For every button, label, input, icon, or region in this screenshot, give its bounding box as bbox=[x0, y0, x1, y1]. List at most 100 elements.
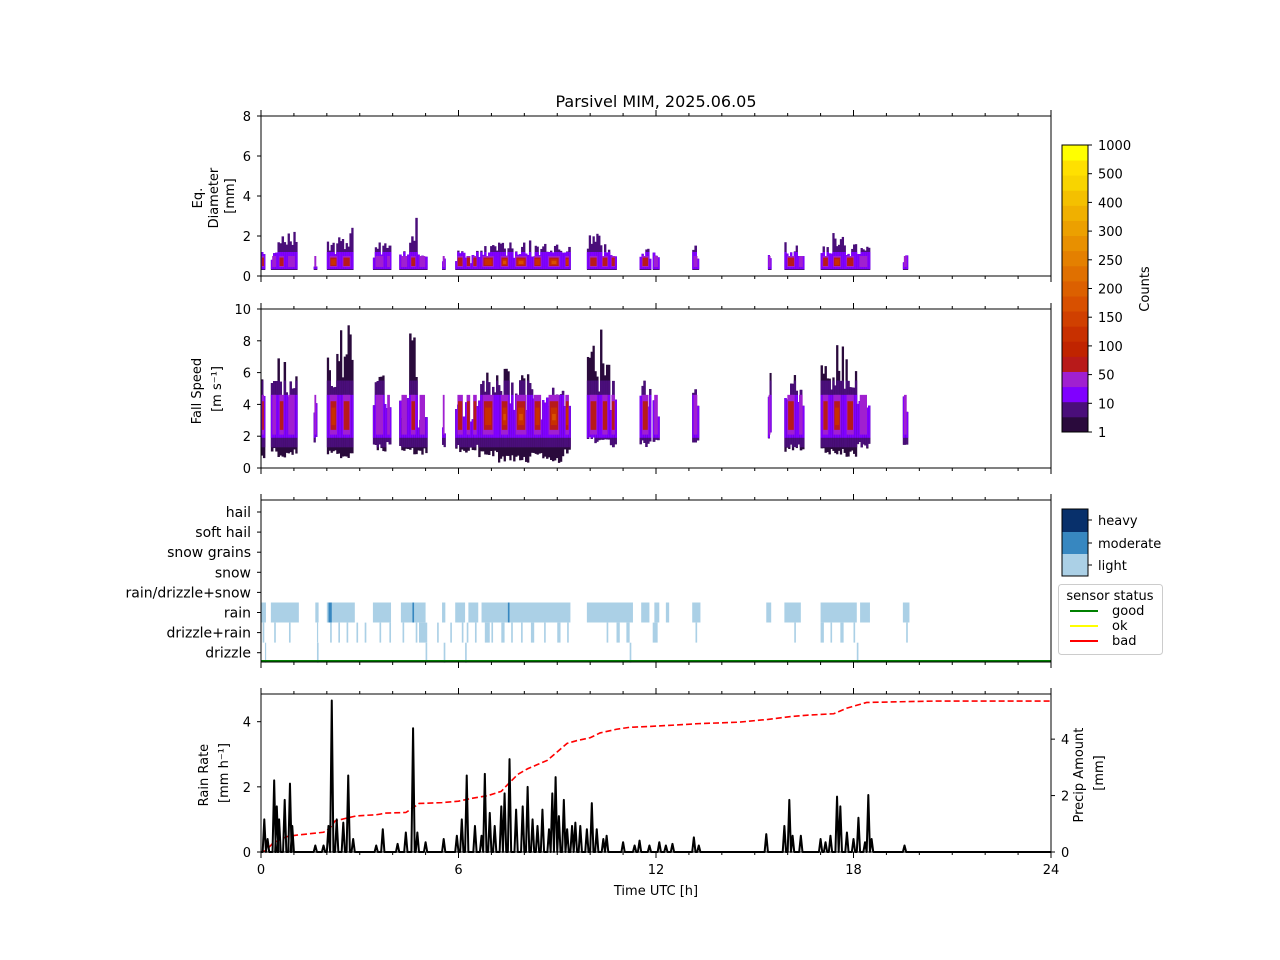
rain-moderate-bar bbox=[412, 602, 415, 623]
heatmap-core bbox=[411, 257, 416, 266]
heatmap-core bbox=[458, 401, 463, 430]
colorbar-block bbox=[1062, 401, 1088, 418]
diameter-heatmap bbox=[261, 217, 909, 270]
heatmap-core bbox=[693, 394, 698, 435]
heatmap-cell bbox=[561, 394, 565, 438]
heatmap-core bbox=[847, 401, 854, 430]
heatmap-cell bbox=[795, 252, 798, 269]
heatmap-core bbox=[859, 394, 867, 435]
heatmap-core bbox=[642, 257, 649, 266]
heatmap-cell bbox=[769, 394, 772, 433]
heatmap-cell bbox=[478, 400, 481, 438]
heatmap-cell bbox=[568, 405, 571, 438]
drizzle-rain-bar bbox=[695, 622, 698, 643]
heatmap-core bbox=[279, 401, 284, 430]
heatmap-cell bbox=[540, 252, 543, 269]
legend-good-label: good bbox=[1112, 604, 1144, 619]
drizzle-rain-bar bbox=[415, 622, 418, 643]
drizzle-rain-bar bbox=[288, 622, 291, 643]
heatmap-cell bbox=[649, 258, 652, 269]
heatmap-cell bbox=[769, 258, 772, 269]
heatmap-cell bbox=[417, 427, 420, 438]
heatmap-cell bbox=[476, 406, 479, 438]
heatmap-cell bbox=[478, 257, 481, 269]
rain-light-bar bbox=[481, 602, 571, 623]
heatmap-core bbox=[590, 401, 597, 430]
heatmap-core bbox=[602, 401, 608, 430]
heatmap-cell bbox=[295, 252, 298, 269]
fall-speed-heatmap bbox=[261, 325, 909, 463]
drizzle-bar bbox=[629, 642, 632, 663]
heatmap-cell bbox=[496, 252, 499, 269]
heatmap-cell bbox=[830, 394, 833, 438]
diameter-y-ticks: 0 2 4 6 8 bbox=[243, 110, 261, 285]
heatmap-cell bbox=[596, 394, 599, 438]
y-tick-label: 2 bbox=[243, 230, 251, 245]
heatmap-cell bbox=[399, 400, 402, 438]
drizzle-rain-bar bbox=[830, 622, 833, 643]
heatmap-core bbox=[473, 401, 477, 430]
drizzle-rain-bar bbox=[530, 622, 535, 643]
heatmap-core bbox=[602, 257, 608, 266]
fall-speed-panel: 0 2 4 6 8 10 Fall Speed [m s⁻¹] bbox=[190, 303, 1052, 477]
colorbar-block bbox=[1062, 235, 1088, 252]
heatmap-cell bbox=[275, 252, 278, 269]
heatmap-cell bbox=[526, 254, 530, 269]
heatmap-core bbox=[279, 257, 284, 266]
heatmap-cell bbox=[285, 252, 289, 269]
heatmap-cell bbox=[287, 233, 290, 270]
heatmap-cell bbox=[471, 419, 475, 438]
heatmap-cell bbox=[476, 252, 479, 269]
heatmap-cell bbox=[795, 394, 798, 438]
heatmap-cell bbox=[801, 256, 805, 269]
heatmap-cell bbox=[326, 252, 330, 269]
rain-moderate-bar bbox=[328, 602, 332, 623]
heatmap-core bbox=[552, 413, 556, 421]
colorbar-block bbox=[1062, 371, 1088, 388]
fall-speed-ylabel-line2: [m s⁻¹] bbox=[210, 366, 225, 412]
heatmap-cell bbox=[905, 411, 909, 438]
legend-heavy-label: heavy bbox=[1098, 514, 1138, 529]
drizzle-bar bbox=[425, 642, 428, 663]
heatmap-cell bbox=[443, 433, 446, 448]
heatmap-cell bbox=[409, 252, 412, 269]
rain-rate-ylabel-line2: [mm h⁻¹] bbox=[217, 743, 232, 803]
heatmap-core bbox=[834, 259, 840, 265]
heatmap-cell bbox=[494, 252, 497, 269]
heatmap-cell bbox=[407, 398, 410, 438]
drizzle-rain-bar bbox=[419, 622, 428, 643]
rain-rate-line bbox=[261, 699, 1051, 853]
legend-ok-label: ok bbox=[1112, 619, 1128, 634]
y-tick-label: 4 bbox=[243, 190, 251, 205]
precip-amount-ylabel-line1: Precip Amount bbox=[1072, 728, 1087, 823]
heatmap-cell bbox=[285, 394, 289, 438]
y-tick-label: 0 bbox=[243, 462, 251, 477]
colorbar-block bbox=[1062, 175, 1088, 191]
heatmap-core bbox=[693, 256, 698, 267]
y-tick-label: 4 bbox=[243, 716, 251, 731]
heatmap-core bbox=[419, 394, 426, 435]
heatmap-cell bbox=[417, 254, 420, 269]
colorbar-tick-label: 500 bbox=[1098, 168, 1123, 183]
heatmap-cell bbox=[507, 252, 510, 269]
heatmap-cell bbox=[465, 257, 468, 269]
heatmap-cell bbox=[843, 394, 846, 438]
heatmap-cell bbox=[469, 421, 473, 438]
drizzle-rain-bar bbox=[794, 622, 796, 643]
heatmap-core bbox=[518, 260, 524, 264]
x-tick-label: 18 bbox=[845, 863, 862, 878]
drizzle-rain-bar bbox=[557, 622, 561, 643]
heatmap-core bbox=[847, 257, 854, 266]
colorbar-block bbox=[1062, 341, 1088, 357]
precip-type-label: drizzle+rain bbox=[166, 626, 251, 642]
heatmap-cell bbox=[561, 252, 565, 269]
heatmap-cell bbox=[409, 394, 412, 438]
colorbar-block bbox=[1062, 250, 1088, 267]
drizzle-rain-bar bbox=[501, 622, 505, 643]
drizzle-rain-bar bbox=[402, 622, 405, 643]
heatmap-core bbox=[642, 401, 648, 430]
heatmap-cell bbox=[463, 416, 466, 438]
heatmap-cell bbox=[793, 394, 797, 438]
heatmap-cell bbox=[498, 252, 501, 269]
y-tick-label: 0 bbox=[243, 846, 251, 861]
